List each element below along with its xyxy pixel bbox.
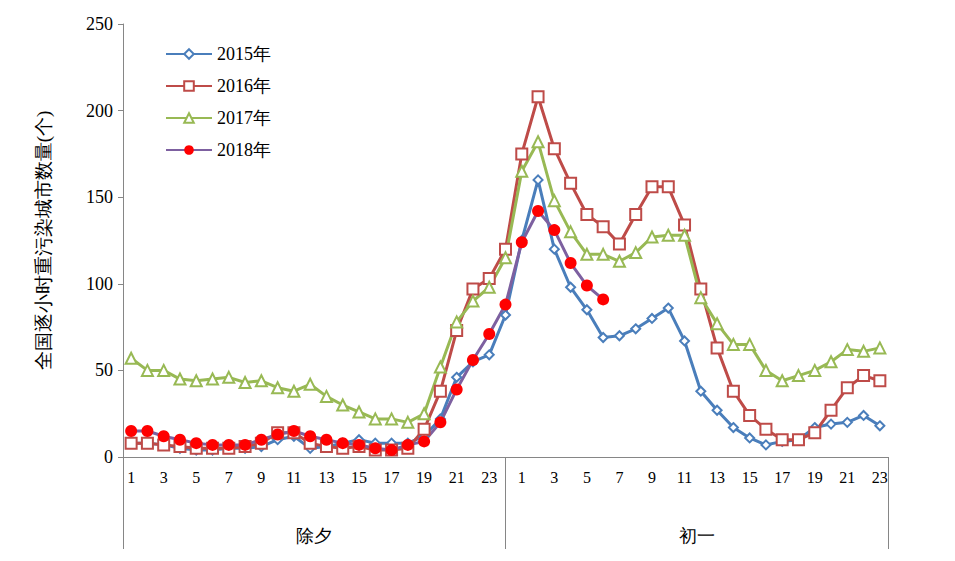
svg-text:1: 1 xyxy=(518,469,526,486)
svg-text:2016年: 2016年 xyxy=(217,76,271,96)
svg-text:11: 11 xyxy=(677,469,692,486)
svg-text:7: 7 xyxy=(225,469,233,486)
svg-text:9: 9 xyxy=(257,469,265,486)
svg-text:2017年: 2017年 xyxy=(217,108,271,128)
svg-text:11: 11 xyxy=(286,469,301,486)
svg-text:初一: 初一 xyxy=(679,526,715,546)
svg-text:17: 17 xyxy=(774,469,790,486)
svg-text:19: 19 xyxy=(416,469,432,486)
svg-text:1: 1 xyxy=(127,469,135,486)
svg-text:2018年: 2018年 xyxy=(217,140,271,160)
svg-text:19: 19 xyxy=(807,469,823,486)
svg-text:13: 13 xyxy=(318,469,334,486)
svg-text:全国逐小时重污染城市数量(个): 全国逐小时重污染城市数量(个) xyxy=(33,111,55,371)
svg-text:0: 0 xyxy=(104,447,113,467)
svg-text:100: 100 xyxy=(86,274,113,294)
svg-text:除夕: 除夕 xyxy=(296,526,332,546)
svg-text:15: 15 xyxy=(351,469,367,486)
svg-text:21: 21 xyxy=(839,469,855,486)
svg-text:7: 7 xyxy=(615,469,623,486)
svg-text:5: 5 xyxy=(192,469,200,486)
svg-text:250: 250 xyxy=(86,14,113,34)
svg-text:50: 50 xyxy=(95,360,113,380)
svg-text:17: 17 xyxy=(384,469,400,486)
svg-text:3: 3 xyxy=(160,469,168,486)
svg-text:150: 150 xyxy=(86,187,113,207)
svg-text:3: 3 xyxy=(550,469,558,486)
svg-text:5: 5 xyxy=(583,469,591,486)
svg-text:15: 15 xyxy=(742,469,758,486)
svg-text:200: 200 xyxy=(86,101,113,121)
svg-text:23: 23 xyxy=(481,469,497,486)
svg-text:21: 21 xyxy=(449,469,465,486)
svg-text:2015年: 2015年 xyxy=(217,44,271,64)
svg-text:23: 23 xyxy=(872,469,888,486)
svg-text:9: 9 xyxy=(648,469,656,486)
svg-text:13: 13 xyxy=(709,469,725,486)
